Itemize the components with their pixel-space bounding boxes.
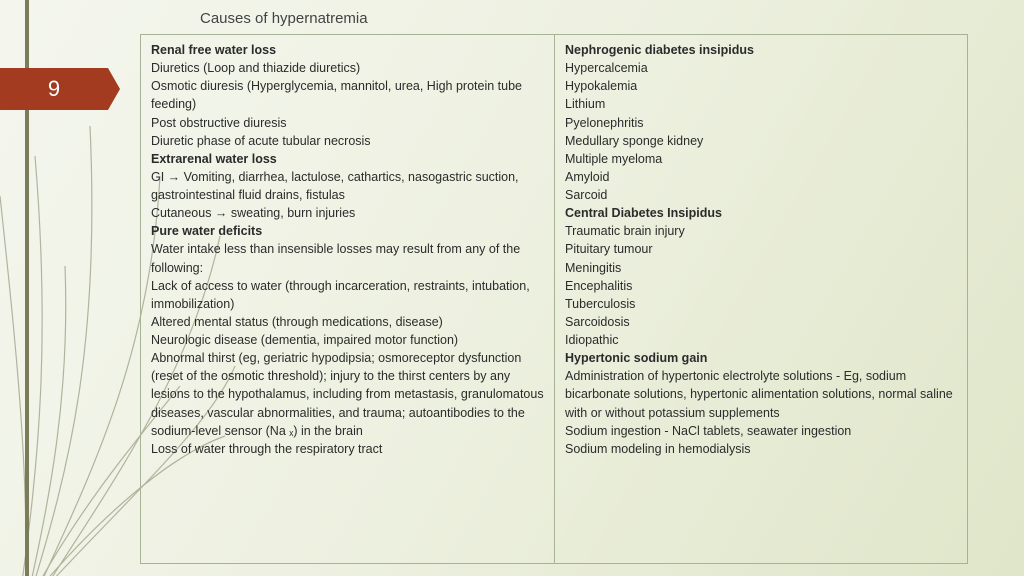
left-line: Loss of water through the respiratory tr… (151, 440, 544, 458)
right-line: Administration of hypertonic electrolyte… (565, 367, 957, 421)
right-line: Hypercalcemia (565, 59, 957, 77)
left-line: Post obstructive diuresis (151, 114, 544, 132)
right-line: Idiopathic (565, 331, 957, 349)
right-line: Traumatic brain injury (565, 222, 957, 240)
right-line: Pituitary tumour (565, 240, 957, 258)
left-heading: Pure water deficits (151, 222, 544, 240)
left-line: Diuretic phase of acute tubular necrosis (151, 132, 544, 150)
right-line: Meningitis (565, 259, 957, 277)
left-line: Lack of access to water (through incarce… (151, 277, 544, 313)
content-table: Renal free water lossDiuretics (Loop and… (140, 34, 968, 564)
left-line: Abnormal thirst (eg, geriatric hypodipsi… (151, 349, 544, 440)
slide-number-tab: 9 (0, 68, 108, 110)
right-line: Sodium ingestion - NaCl tablets, seawate… (565, 422, 957, 440)
right-line: Medullary sponge kidney (565, 132, 957, 150)
right-line: Multiple myeloma (565, 150, 957, 168)
slide-number-text: 9 (48, 76, 60, 101)
right-line: Lithium (565, 95, 957, 113)
right-line: Sodium modeling in hemodialysis (565, 440, 957, 458)
right-column: Nephrogenic diabetes insipidusHypercalce… (554, 35, 967, 563)
left-line: Neurologic disease (dementia, impaired m… (151, 331, 544, 349)
left-column: Renal free water lossDiuretics (Loop and… (141, 35, 554, 563)
left-line: Diuretics (Loop and thiazide diuretics) (151, 59, 544, 77)
slide-title: Causes of hypernatremia (200, 10, 368, 27)
right-line: Hypokalemia (565, 77, 957, 95)
right-heading: Central Diabetes Insipidus (565, 204, 957, 222)
right-line: Pyelonephritis (565, 114, 957, 132)
right-heading: Nephrogenic diabetes insipidus (565, 41, 957, 59)
right-line: Sarcoidosis (565, 313, 957, 331)
right-line: Sarcoid (565, 186, 957, 204)
left-line: Osmotic diuresis (Hyperglycemia, mannito… (151, 77, 544, 113)
left-line: Cutaneous → sweating, burn injuries (151, 204, 544, 222)
left-heading: Renal free water loss (151, 41, 544, 59)
right-line: Tuberculosis (565, 295, 957, 313)
right-line: Encephalitis (565, 277, 957, 295)
left-heading: Extrarenal water loss (151, 150, 544, 168)
right-heading: Hypertonic sodium gain (565, 349, 957, 367)
left-line: Altered mental status (through medicatio… (151, 313, 544, 331)
left-line: Water intake less than insensible losses… (151, 240, 544, 276)
left-line: GI → Vomiting, diarrhea, lactulose, cath… (151, 168, 544, 204)
right-line: Amyloid (565, 168, 957, 186)
